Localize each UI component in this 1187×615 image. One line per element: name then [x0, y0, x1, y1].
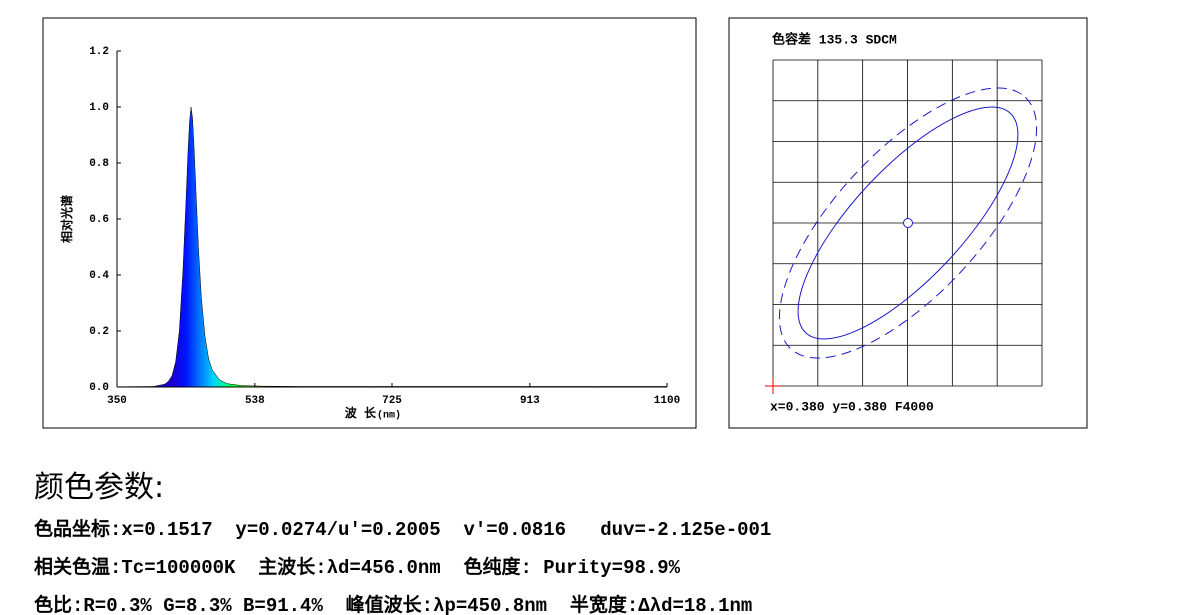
tolerance-caption: x=0.380 y=0.380 F4000 [770, 399, 934, 414]
y-tick-label: 1.2 [89, 46, 109, 58]
tolerance-frame [728, 17, 1088, 429]
heading: 颜色参数: [34, 470, 165, 505]
x-tick-label: 913 [520, 395, 540, 407]
center-point [903, 218, 913, 228]
inner-ellipse [797, 106, 1019, 340]
x-tick-label: 725 [382, 395, 402, 407]
y-tick-label: 0.0 [89, 382, 109, 394]
x-axis-label: 波 长 [345, 405, 377, 421]
spectrum-frame [42, 17, 697, 429]
spectrum-area [116, 106, 668, 388]
parameter-line: 色比:R=0.3% G=8.3% B=91.4% 峰值波长:λp=450.8nm… [34, 595, 753, 615]
x-tick-label: 350 [107, 395, 127, 407]
charts: 相对光谱 波 长 (nm) 色容差 135.3 SDCM x=0.380 y=0… [42, 17, 1088, 429]
parameter-line: 色品坐标:x=0.1517 y=0.0274/u'=0.2005 v'=0.08… [34, 519, 772, 541]
y-tick-label: 1.0 [89, 102, 109, 114]
y-tick-label: 0.2 [89, 326, 109, 338]
y-tick-label: 0.4 [89, 270, 109, 282]
x-tick-label: 1100 [654, 395, 680, 407]
x-tick-label: 538 [245, 395, 265, 407]
y-axis-label: 相对光谱 [59, 195, 75, 243]
parameter-line: 相关色温:Tc=100000K 主波长:λd=456.0nm 色纯度: Puri… [34, 557, 681, 579]
y-tick-label: 0.6 [89, 214, 109, 226]
tolerance-title: 色容差 135.3 SDCM [772, 31, 897, 47]
x-axis-unit: (nm) [377, 410, 401, 422]
y-tick-label: 0.8 [89, 158, 109, 170]
outer-ellipse [778, 87, 1038, 359]
